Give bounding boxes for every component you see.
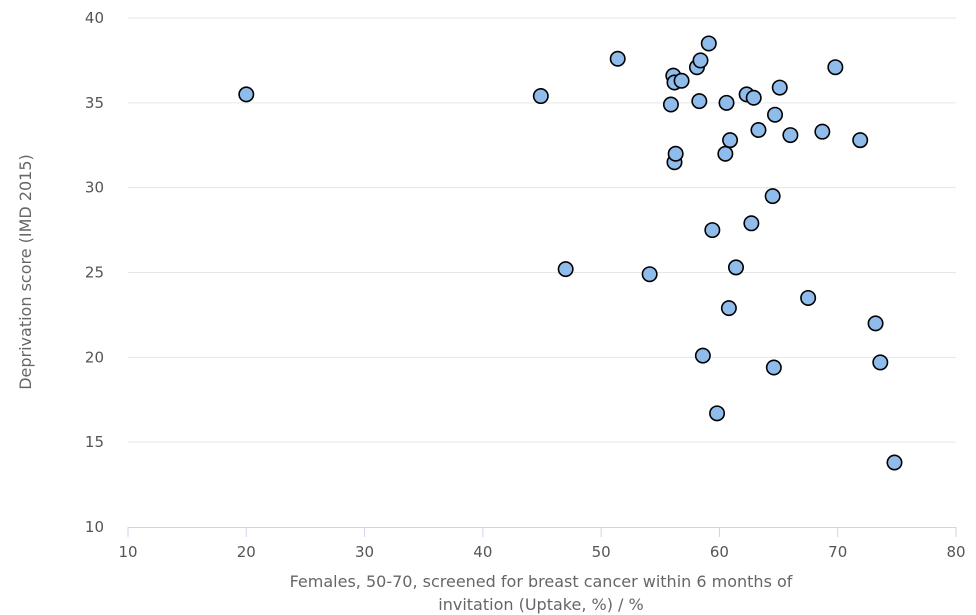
x-tick-label: 80 [946,543,965,561]
x-tick-label: 70 [828,543,847,561]
scatter-point[interactable] [727,259,744,276]
scatter-point[interactable] [717,145,734,162]
scatter-point[interactable] [782,127,799,144]
scatter-point[interactable] [827,59,844,76]
y-tick-label: 15 [85,433,104,451]
scatter-point[interactable] [694,347,711,364]
x-tick-label: 60 [710,543,729,561]
scatter-point[interactable] [743,215,760,232]
scatter-point[interactable] [764,188,781,205]
gridlines [128,17,956,443]
scatter-point[interactable] [692,52,709,69]
x-axis-title-line-2: invitation (Uptake, %) / % [438,595,643,614]
scatter-point[interactable] [709,405,726,422]
scatter-point[interactable] [641,266,658,283]
x-tick-label: 40 [473,543,492,561]
scatter-point[interactable] [800,289,817,306]
y-axis-tick-labels: 10 15 20 25 30 35 40 [85,9,104,536]
scatter-point[interactable] [532,88,549,105]
scatter-point[interactable] [722,132,739,149]
x-tick-label: 50 [592,543,611,561]
scatter-point[interactable] [718,94,735,111]
scatter-point[interactable] [750,121,767,138]
scatter-point[interactable] [667,145,684,162]
scatter-point[interactable] [852,132,869,149]
scatter-point[interactable] [771,79,788,96]
y-tick-label: 40 [85,9,104,27]
scatter-point[interactable] [814,123,831,140]
x-tick-label: 10 [118,543,137,561]
y-axis-title: Deprivation score (IMD 2015) [16,154,35,390]
scatter-point[interactable] [673,72,690,89]
scatter-point[interactable] [700,35,717,52]
x-axis [127,527,957,537]
scatter-point[interactable] [557,261,574,278]
y-tick-label: 30 [85,179,104,197]
scatter-point[interactable] [745,89,762,106]
x-axis-tick-labels: 10 20 30 40 50 60 70 80 [118,543,965,561]
y-tick-label: 25 [85,264,104,282]
scatter-point[interactable] [720,300,737,317]
scatter-point[interactable] [704,222,721,239]
y-tick-label: 35 [85,94,104,112]
x-tick-label: 30 [355,543,374,561]
x-tick-label: 20 [237,543,256,561]
scatter-point[interactable] [767,106,784,123]
scatter-point[interactable] [867,315,884,332]
y-tick-label: 10 [85,518,104,536]
scatter-point[interactable] [662,96,679,113]
scatter-point[interactable] [872,354,889,371]
scatter-point[interactable] [765,359,782,376]
scatter-point[interactable] [886,454,903,471]
data-points [238,35,903,471]
scatter-point[interactable] [238,86,255,103]
scatter-point[interactable] [691,93,708,110]
scatter-point[interactable] [609,50,626,67]
x-axis-title-line-1: Females, 50-70, screened for breast canc… [290,572,793,591]
y-tick-label: 20 [85,348,104,366]
